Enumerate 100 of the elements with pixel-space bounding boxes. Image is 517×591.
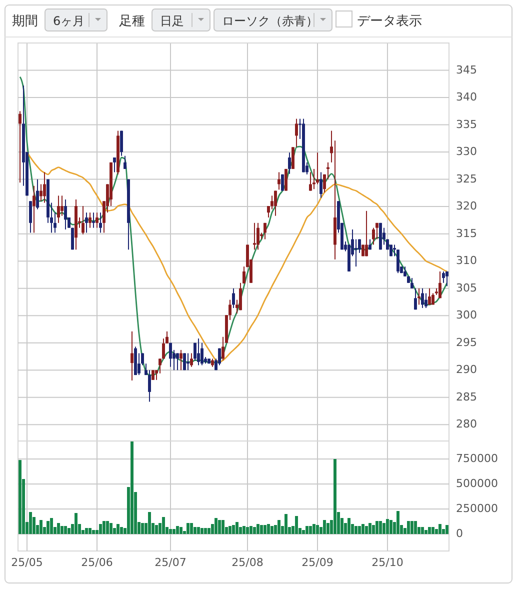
bar bbox=[218, 520, 221, 534]
candlestick bbox=[148, 370, 151, 402]
candlestick bbox=[99, 212, 102, 234]
candlestick bbox=[190, 352, 193, 368]
candlestick bbox=[166, 330, 168, 344]
candlestick bbox=[410, 277, 414, 289]
bar bbox=[88, 528, 92, 534]
bar bbox=[102, 521, 106, 534]
bar bbox=[396, 511, 400, 534]
candlestick bbox=[264, 222, 266, 240]
x-tick-label: 25/08 bbox=[232, 556, 264, 569]
bar bbox=[312, 524, 316, 534]
candlestick bbox=[64, 198, 67, 230]
candlestick bbox=[253, 222, 256, 250]
candlestick bbox=[278, 172, 280, 190]
y-tick-label: 250000 bbox=[456, 502, 498, 516]
bar bbox=[242, 526, 246, 534]
candlestick bbox=[92, 212, 95, 228]
bar bbox=[155, 525, 158, 534]
bar bbox=[362, 524, 364, 534]
candlestick bbox=[197, 338, 200, 366]
bar bbox=[106, 521, 109, 534]
candlestick bbox=[438, 270, 442, 299]
bar bbox=[50, 518, 53, 534]
candlestick bbox=[354, 238, 358, 268]
candlestick bbox=[372, 227, 375, 246]
bar bbox=[162, 517, 165, 534]
bar bbox=[204, 528, 207, 534]
bar bbox=[85, 528, 88, 534]
candlestick bbox=[176, 352, 179, 371]
candlestick bbox=[418, 288, 420, 306]
bar bbox=[120, 527, 123, 534]
bar bbox=[169, 529, 172, 534]
bar bbox=[74, 513, 78, 534]
candlestick bbox=[113, 156, 116, 173]
candlestick bbox=[18, 110, 22, 184]
bar bbox=[334, 459, 336, 534]
bar bbox=[208, 528, 210, 534]
candlestick bbox=[36, 178, 39, 210]
bar bbox=[99, 524, 102, 534]
candlestick bbox=[186, 352, 190, 371]
candlestick bbox=[32, 185, 36, 234]
bar bbox=[278, 520, 280, 534]
candlestick bbox=[60, 195, 64, 216]
candlestick bbox=[414, 288, 417, 310]
bar bbox=[186, 523, 190, 534]
candlestick bbox=[320, 172, 322, 198]
candlestick bbox=[256, 222, 260, 250]
candlestick bbox=[274, 190, 277, 216]
bar bbox=[250, 526, 252, 534]
y-tick-label: 295 bbox=[456, 336, 477, 349]
bar bbox=[194, 527, 196, 534]
bar bbox=[256, 524, 260, 534]
bar bbox=[316, 525, 319, 534]
bar bbox=[228, 526, 232, 534]
text: データ表示 bbox=[357, 14, 422, 29]
candlestick bbox=[43, 172, 46, 204]
bar bbox=[379, 521, 382, 534]
bar bbox=[130, 441, 134, 534]
candlestick bbox=[29, 200, 32, 234]
bar bbox=[232, 525, 235, 534]
candlestick bbox=[442, 270, 445, 284]
bar bbox=[270, 526, 274, 534]
bar bbox=[200, 528, 204, 534]
candlestick bbox=[194, 342, 196, 361]
candlestick bbox=[421, 288, 424, 308]
line-series bbox=[26, 151, 448, 363]
bar bbox=[197, 527, 200, 534]
bar bbox=[18, 460, 22, 534]
y-tick-label: 325 bbox=[456, 172, 477, 186]
bar bbox=[376, 521, 378, 534]
y-tick-label: 310 bbox=[456, 254, 477, 268]
bar bbox=[222, 520, 224, 534]
candlestick bbox=[40, 184, 42, 202]
bar bbox=[323, 520, 326, 534]
bar bbox=[40, 520, 42, 534]
candlestick bbox=[232, 288, 235, 308]
candlestick bbox=[169, 342, 172, 368]
bar bbox=[60, 526, 64, 534]
bar bbox=[110, 523, 112, 534]
text: 期間 bbox=[12, 14, 38, 29]
candlestick bbox=[120, 130, 123, 156]
candlestick bbox=[316, 152, 319, 185]
bar bbox=[428, 527, 431, 534]
bar bbox=[302, 530, 305, 534]
y-tick-label: 750000 bbox=[456, 452, 498, 466]
bar bbox=[92, 530, 95, 534]
candlestick bbox=[88, 212, 92, 228]
y-tick-label: 285 bbox=[456, 390, 477, 404]
y-tick-label: 280 bbox=[456, 418, 477, 431]
y-tick-label: 340 bbox=[456, 90, 477, 104]
candlestick bbox=[162, 338, 165, 360]
bar bbox=[64, 526, 67, 534]
dropdown: ローソク（赤青） bbox=[214, 8, 332, 32]
x-tick-label: 25/07 bbox=[154, 556, 186, 569]
y-tick-label: 500000 bbox=[456, 477, 498, 490]
bar bbox=[390, 520, 392, 534]
candlestick bbox=[428, 288, 431, 306]
bar bbox=[306, 526, 308, 534]
bar bbox=[68, 528, 70, 534]
